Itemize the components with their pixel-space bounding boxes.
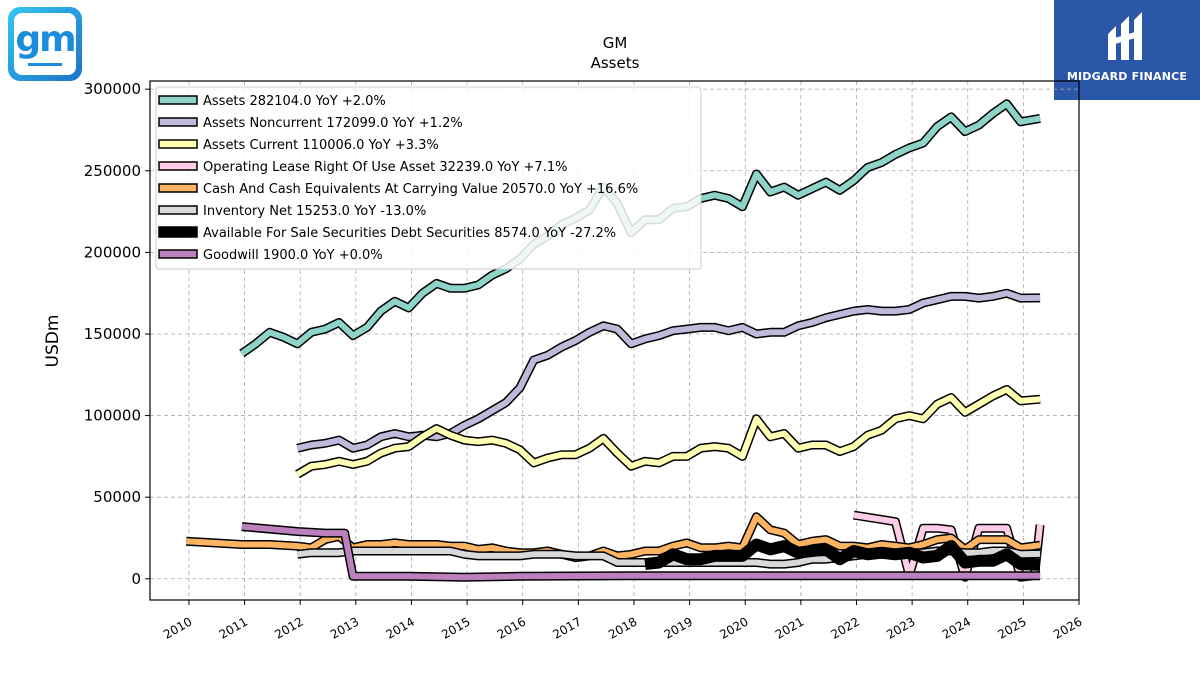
legend-entry: Goodwill 1900.0 YoY +0.0% (203, 248, 383, 263)
legend-entry: Assets 282104.0 YoY +2.0% (203, 94, 386, 109)
legend-swatch (158, 183, 198, 193)
legend-swatch (158, 117, 198, 127)
gm-logo: gm (8, 7, 82, 81)
midgard-mark-icon (1108, 12, 1142, 60)
legend-swatch (158, 139, 198, 149)
x-tick-label: 2012 (272, 614, 305, 641)
series-line-outline (296, 288, 1041, 453)
series-assets-noncurrent (296, 288, 1041, 453)
legend-swatch (158, 249, 198, 259)
x-tick-label: 2019 (662, 614, 695, 641)
x-tick-label: 2024 (940, 614, 973, 641)
y-tick-label: 250000 (84, 162, 141, 180)
x-tick-label: 2025 (995, 614, 1028, 641)
legend-entry: Cash And Cash Equivalents At Carrying Va… (203, 182, 638, 197)
x-tick-label: 2018 (606, 614, 639, 641)
series-line (644, 540, 1041, 570)
plot-frame (149, 80, 1080, 601)
legend-entry: Operating Lease Right Of Use Asset 32239… (203, 160, 567, 175)
legend-swatch (158, 161, 198, 171)
legend-box (155, 86, 702, 270)
series-assets-current (295, 385, 1041, 479)
legend-entry: Inventory Net 15253.0 YoY -13.0% (203, 204, 426, 219)
legend-entry: Assets Current 110006.0 YoY +3.3% (203, 138, 439, 153)
x-tick-label: 2010 (161, 614, 194, 641)
x-tick-label: 2016 (495, 614, 528, 641)
midgard-finance-logo: MIDGARD FINANCE (1054, 0, 1200, 100)
x-tick-label: 2021 (773, 614, 806, 641)
y-tick-label: 150000 (84, 325, 141, 343)
y-axis: 0 50000 100000 150000 200000 250000 300000 (84, 80, 150, 588)
series-line (295, 386, 1041, 477)
legend-swatch (158, 226, 198, 238)
x-tick-label: 2015 (439, 614, 472, 641)
midgard-finance-name: MIDGARD FINANCE (1066, 70, 1188, 83)
x-tick-label: 2017 (550, 614, 583, 641)
x-axis: 2010 2011 2012 2013 2014 2015 2016 2017 2018 2019… (161, 600, 1085, 642)
legend-swatch (158, 95, 198, 105)
legend-entry: Assets Noncurrent 172099.0 YoY +1.2% (203, 116, 463, 131)
x-tick-label: 2020 (717, 614, 750, 641)
gm-logo-text: gm (15, 19, 76, 60)
chart-subtitle: Assets (591, 54, 640, 72)
x-tick-label: 2013 (328, 614, 361, 641)
x-tick-label: 2026 (1051, 614, 1084, 641)
chart-title: GM (603, 34, 628, 52)
y-axis-label: USDm (43, 315, 63, 368)
legend-entry: Available For Sale Securities Debt Secur… (203, 226, 616, 241)
series-line (241, 523, 1041, 581)
y-tick-label: 100000 (84, 407, 141, 425)
x-tick-label: 2011 (217, 614, 250, 641)
series-goodwill (241, 522, 1041, 582)
series-line (296, 290, 1041, 452)
x-tick-label: 2022 (829, 614, 862, 641)
y-tick-label: 0 (131, 570, 141, 588)
legend: Assets 282104.0 YoY +2.0% Assets Noncurre… (155, 86, 702, 270)
legend-swatch (158, 205, 198, 215)
y-tick-label: 50000 (93, 488, 141, 506)
x-tick-label: 2014 (384, 614, 417, 641)
y-tick-label: 300000 (84, 80, 141, 98)
series-available-for-sale-securities-debt-securities (644, 538, 1041, 571)
y-tick-label: 200000 (84, 243, 141, 261)
x-tick-label: 2023 (884, 614, 917, 641)
